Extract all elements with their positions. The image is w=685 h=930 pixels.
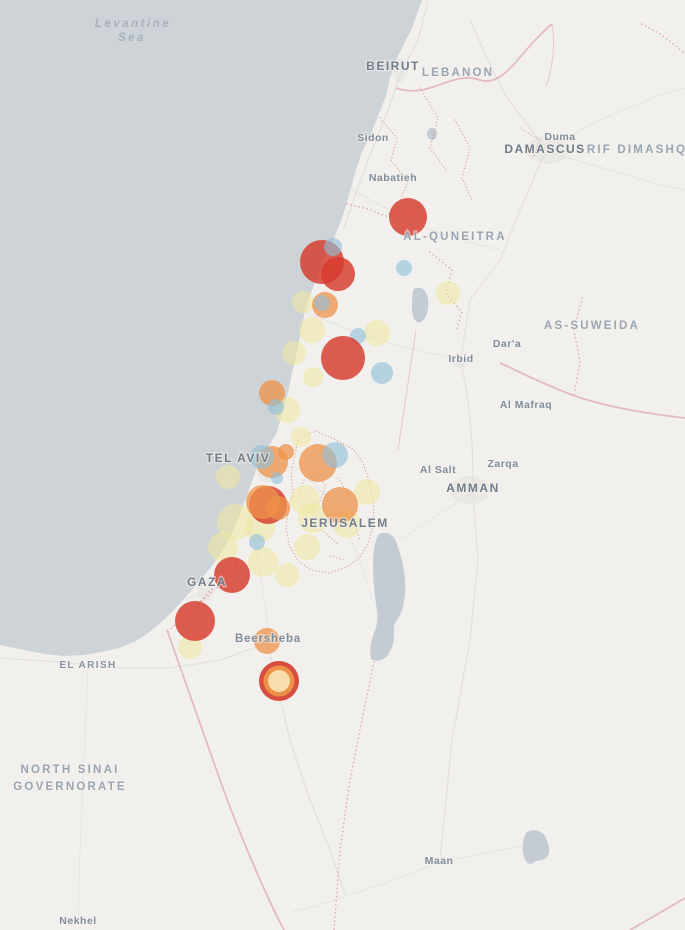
bubble-red[interactable] bbox=[214, 557, 250, 593]
map-label-el-arish: EL ARISH bbox=[59, 660, 116, 671]
map-label-beersheba: Beersheba bbox=[235, 633, 301, 645]
bubble-blue[interactable] bbox=[249, 534, 265, 550]
bubble-yellow[interactable] bbox=[217, 504, 253, 540]
bubble-yellow[interactable] bbox=[275, 563, 299, 587]
map-label-maan: Maan bbox=[425, 855, 454, 867]
bubble-yellow[interactable] bbox=[436, 281, 460, 305]
bubble-yellow[interactable] bbox=[364, 320, 390, 346]
map-label-as-suweida: AS-SUWEIDA bbox=[544, 320, 640, 332]
sea-of-galilee bbox=[412, 287, 429, 323]
map-label-al-salt: Al Salt bbox=[420, 464, 456, 476]
map-label-damascus: DAMASCUS bbox=[504, 142, 585, 156]
bubble-blue[interactable] bbox=[324, 238, 342, 256]
map-label-levantine-sea-line1: Levantine bbox=[95, 18, 171, 30]
bubble-yellow[interactable] bbox=[208, 532, 238, 562]
bubble-red[interactable] bbox=[321, 257, 355, 291]
map-label-nekhel: Nekhel bbox=[59, 915, 96, 927]
map-label-nabatieh: Nabatieh bbox=[369, 172, 417, 184]
map-label-gaza: GAZA bbox=[187, 575, 227, 589]
bubble-blue[interactable] bbox=[322, 442, 348, 468]
bubble-yellow[interactable] bbox=[294, 534, 320, 560]
bubble-yellow[interactable] bbox=[303, 367, 323, 387]
bubble-red[interactable] bbox=[389, 198, 427, 236]
bubble-blue[interactable] bbox=[396, 260, 412, 276]
map-label-amman: AMMAN bbox=[446, 481, 500, 495]
map-label-jerusalem: JERUSALEM bbox=[301, 516, 389, 530]
bubble-red[interactable] bbox=[175, 601, 215, 641]
bubble-yellow[interactable] bbox=[354, 479, 380, 505]
map-label-north-sinai-line1: NORTH SINAI bbox=[21, 764, 120, 776]
bubble-orange[interactable] bbox=[254, 628, 280, 654]
bubble-orange[interactable] bbox=[322, 487, 358, 523]
bubble-yellow[interactable] bbox=[298, 503, 328, 533]
bubble-yellow[interactable] bbox=[178, 635, 202, 659]
map-label-zarqa: Zarqa bbox=[487, 458, 518, 470]
admin-boundaries-pink bbox=[166, 23, 685, 930]
map-label-irbid: Irbid bbox=[448, 353, 473, 365]
bubble-blue[interactable] bbox=[271, 472, 283, 484]
jafr-depression bbox=[522, 830, 550, 864]
bubble-layer bbox=[175, 198, 460, 701]
bubble-orange[interactable] bbox=[266, 496, 290, 520]
lake-qaraoun bbox=[427, 128, 437, 140]
map-label-al-quneitra: AL-QUNEITRA bbox=[403, 231, 506, 243]
bubble-yellow[interactable] bbox=[299, 317, 325, 343]
map-label-al-mafraq: Al Mafraq bbox=[500, 399, 552, 411]
bubble-yellow[interactable] bbox=[291, 427, 311, 447]
map-label-dara: Dar'a bbox=[493, 338, 521, 350]
bubble-blue[interactable] bbox=[250, 445, 274, 469]
bubble-yellow[interactable] bbox=[248, 547, 278, 577]
map-label-lebanon: LEBANON bbox=[422, 67, 494, 79]
bubble-yellow[interactable] bbox=[216, 465, 240, 489]
mediterranean-sea bbox=[0, 0, 422, 656]
map-label-duma: Duma bbox=[544, 131, 575, 143]
bubble-yellow[interactable] bbox=[292, 291, 314, 313]
map-label-sidon: Sidon bbox=[357, 132, 389, 144]
map-label-north-sinai-line2: GOVERNORATE bbox=[13, 781, 126, 793]
map-label-tel-aviv: TEL AVIV bbox=[206, 451, 270, 465]
bubble-blue[interactable] bbox=[314, 295, 330, 311]
bubble-blue[interactable] bbox=[371, 362, 393, 384]
map-label-beirut: BEIRUT bbox=[366, 59, 420, 73]
bubble-yellow[interactable] bbox=[282, 341, 306, 365]
map-label-rif-dimashq: RIF DIMASHQ bbox=[587, 144, 685, 156]
bubble-ring-layer-2[interactable] bbox=[268, 670, 290, 692]
dead-sea bbox=[370, 532, 406, 661]
bubble-blue[interactable] bbox=[268, 399, 284, 415]
water-bodies bbox=[370, 128, 550, 864]
bubble-red[interactable] bbox=[321, 336, 365, 380]
map-label-levantine-sea-line2: Sea bbox=[118, 32, 146, 44]
